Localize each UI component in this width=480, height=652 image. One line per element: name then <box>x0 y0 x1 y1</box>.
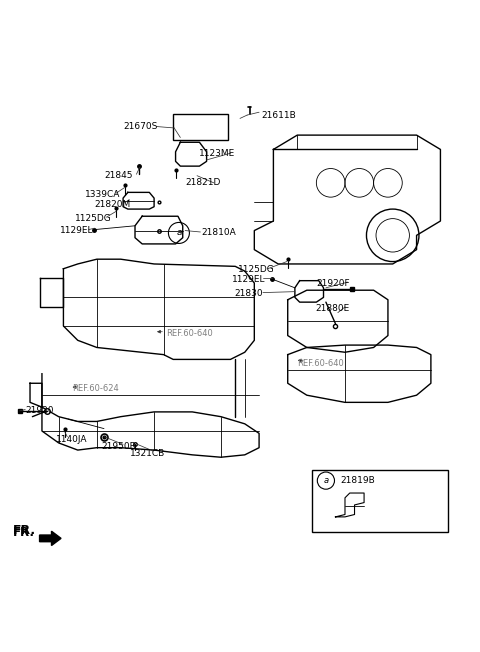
Text: 1321CB: 1321CB <box>130 449 166 458</box>
Text: 21821D: 21821D <box>185 179 220 187</box>
Text: 1125DG: 1125DG <box>238 265 275 274</box>
Text: 21670S: 21670S <box>123 122 157 131</box>
Text: a: a <box>324 476 328 485</box>
Text: 21845: 21845 <box>104 171 132 180</box>
Text: 21920F: 21920F <box>316 278 350 288</box>
Text: REF.60-640: REF.60-640 <box>297 359 344 368</box>
Text: 21950R: 21950R <box>102 442 136 451</box>
Text: FR.: FR. <box>13 524 36 537</box>
Text: 1140JA: 1140JA <box>56 435 88 444</box>
Text: 21820M: 21820M <box>95 200 131 209</box>
Polygon shape <box>39 531 61 546</box>
Text: 21880E: 21880E <box>315 304 349 314</box>
Text: 21810A: 21810A <box>202 228 237 237</box>
Text: 1123ME: 1123ME <box>199 149 236 158</box>
Text: REF.60-624: REF.60-624 <box>72 385 119 394</box>
Text: 1129EL: 1129EL <box>232 274 266 284</box>
Bar <box>173 113 228 140</box>
Text: 1125DG: 1125DG <box>75 214 112 222</box>
Text: a: a <box>176 228 181 237</box>
Text: 21920: 21920 <box>25 406 54 415</box>
Bar <box>312 470 447 532</box>
Text: 1339CA: 1339CA <box>85 190 120 200</box>
Text: REF.60-640: REF.60-640 <box>166 329 213 338</box>
Text: 21611B: 21611B <box>262 111 296 119</box>
Text: 1129EL: 1129EL <box>60 226 93 235</box>
Text: FR.: FR. <box>13 526 36 539</box>
Text: 21830: 21830 <box>234 289 263 298</box>
Text: 21819B: 21819B <box>340 476 375 485</box>
